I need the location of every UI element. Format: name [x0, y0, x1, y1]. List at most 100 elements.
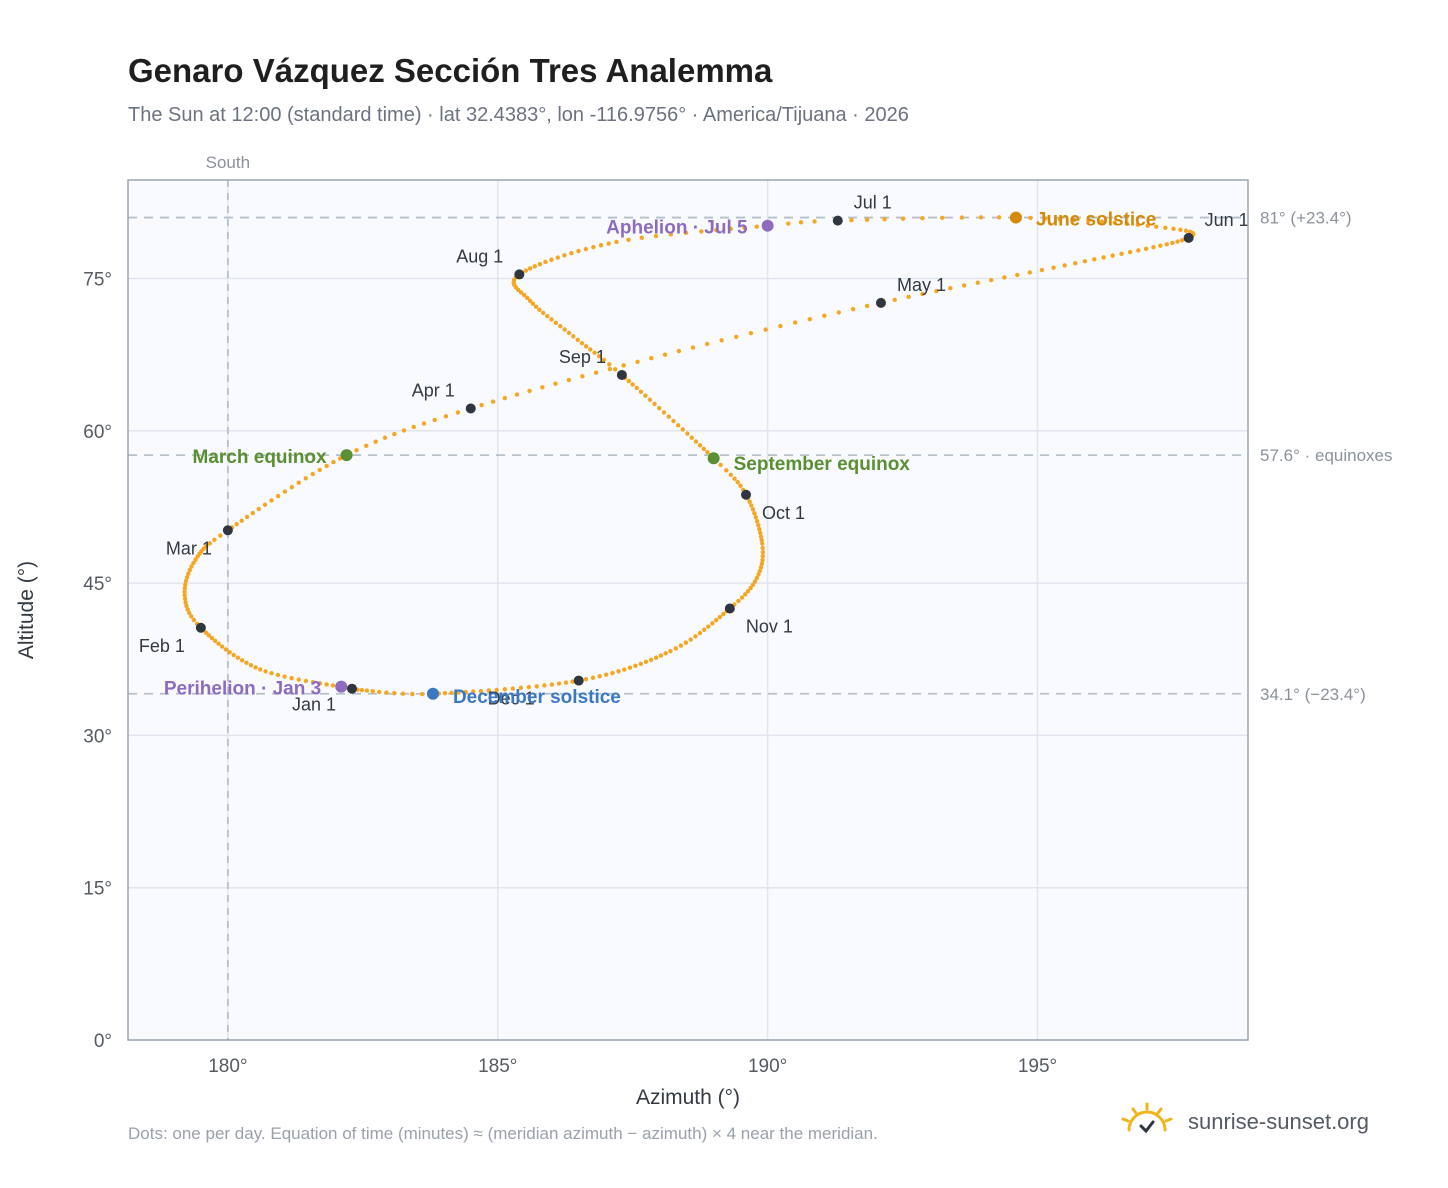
day-dot [455, 410, 461, 415]
month-marker [195, 622, 206, 633]
day-dot [743, 592, 748, 597]
day-dot [212, 537, 217, 542]
day-dot [502, 687, 508, 692]
day-dot [603, 672, 609, 677]
day-dot [701, 446, 706, 452]
day-dot [719, 338, 724, 343]
reference-line-label: 57.6° · equinoxes [1260, 446, 1393, 465]
day-dot [502, 395, 507, 401]
day-dot [717, 614, 723, 620]
day-dot [638, 389, 644, 394]
day-dot [1170, 240, 1175, 246]
day-dot [653, 233, 659, 239]
brand[interactable]: sunrise-sunset.org [1120, 1102, 1369, 1141]
y-tick-label: 15° [83, 879, 112, 900]
day-dot [662, 352, 668, 357]
day-dot [671, 418, 676, 424]
day-dot [714, 227, 719, 233]
day-dot [718, 462, 723, 468]
day-dot [570, 679, 575, 684]
day-dot [606, 241, 611, 246]
day-dot [760, 549, 766, 555]
day-dot [699, 229, 704, 234]
day-dot [713, 617, 719, 623]
day-dot [432, 417, 437, 423]
day-dot [649, 355, 654, 361]
day-dot [1101, 255, 1106, 260]
day-dot [310, 679, 316, 685]
day-dot [614, 239, 619, 245]
day-dot [934, 288, 939, 294]
day-dot [258, 667, 263, 672]
day-dot [183, 578, 189, 584]
day-dot [541, 310, 546, 316]
footnote: Dots: one per day. Equation of time (min… [128, 1124, 878, 1143]
day-dot [1002, 275, 1007, 280]
day-dot [1110, 253, 1115, 258]
day-dot [792, 320, 798, 325]
day-dot [442, 691, 448, 696]
day-dot [410, 691, 415, 697]
day-dot [384, 690, 389, 695]
day-dot [836, 310, 842, 315]
event-marker [335, 680, 348, 693]
x-tick-label: 190° [748, 1056, 787, 1077]
day-dot [643, 659, 649, 665]
day-dot [359, 687, 364, 693]
day-dot [661, 410, 667, 415]
event-marker [426, 687, 439, 700]
day-dot [579, 340, 585, 346]
day-dot [689, 435, 694, 440]
day-dot [749, 503, 754, 508]
event-label: Perihelion · Jan 3 [164, 679, 321, 700]
y-tick-label: 75° [83, 269, 112, 290]
day-dot [1136, 248, 1141, 253]
day-dot [759, 537, 764, 543]
day-dot [1145, 223, 1150, 228]
day-dot [331, 459, 336, 465]
day-dot [187, 610, 192, 616]
sun-logo-icon [1120, 1102, 1174, 1141]
day-dot [296, 677, 301, 682]
day-dot [634, 385, 639, 391]
day-dot [566, 330, 572, 336]
day-dot [996, 215, 1002, 220]
day-dot [752, 579, 758, 584]
day-dot [310, 471, 315, 477]
day-dot [760, 545, 765, 551]
day-dot [523, 268, 529, 273]
day-dot [317, 681, 323, 686]
day-dot [754, 224, 759, 229]
day-dot [420, 691, 425, 697]
month-marker-label: Jul 1 [854, 193, 892, 213]
day-dot [191, 560, 196, 566]
day-dot [282, 674, 287, 679]
month-marker [875, 297, 886, 308]
brand-name[interactable]: sunrise-sunset.org [1188, 1108, 1369, 1134]
day-dot [392, 431, 397, 437]
event-marker [1009, 211, 1022, 224]
day-dot [303, 678, 309, 684]
day-dot [479, 402, 484, 408]
day-dot [758, 534, 764, 539]
plot-area [128, 180, 1248, 1040]
chart-subtitle: The Sun at 12:00 (standard time) · lat 3… [128, 104, 909, 126]
day-dot [630, 382, 635, 387]
day-dot [449, 690, 454, 696]
day-dot [204, 543, 209, 549]
day-dot [532, 264, 537, 269]
day-dot [1015, 272, 1020, 278]
day-dot [289, 484, 294, 490]
day-dot [1099, 219, 1105, 224]
day-dot [588, 347, 593, 352]
month-marker [514, 269, 525, 280]
day-dot [537, 307, 542, 312]
day-dot [760, 541, 765, 546]
day-dot [693, 439, 699, 444]
day-dot [906, 294, 911, 300]
day-dot [275, 672, 281, 678]
day-dot [653, 655, 659, 660]
day-dot [706, 624, 711, 629]
day-dot [262, 502, 268, 507]
day-dot [756, 523, 761, 528]
